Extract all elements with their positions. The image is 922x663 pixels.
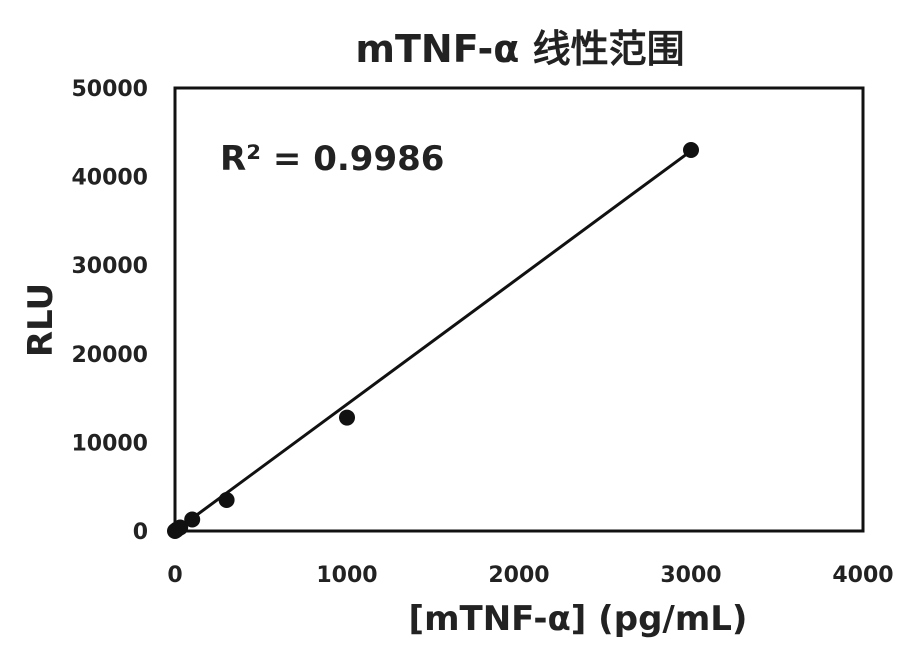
x-axis-title: [mTNF-α] (pg/mL) [409,599,748,639]
y-tick-label: 20000 [71,343,148,368]
chart-title: mTNF-α 线性范围 [355,27,684,71]
y-tick-label: 40000 [71,166,148,191]
x-tick-label: 2000 [488,563,549,588]
y-tick-label: 50000 [71,77,148,102]
trendline [174,149,692,533]
y-tick-label: 0 [133,520,148,545]
x-tick-label: 4000 [832,563,893,588]
y-tick-label: 30000 [71,254,148,279]
data-point [218,491,235,508]
x-tick-label: 3000 [660,563,721,588]
y-axis-title: RLU [21,283,61,357]
data-point [172,519,189,536]
x-tick-label: 0 [167,563,182,588]
y-tick-label: 10000 [71,431,148,456]
data-point [184,511,201,528]
data-point [339,409,355,426]
data-point [683,142,699,159]
r-squared-annotation: R² = 0.9986 [220,139,444,179]
x-tick-labels: 0 1000 2000 3000 4000 [167,563,893,588]
plot-area [173,86,865,533]
x-tick-label: 1000 [316,563,377,588]
data-points [167,142,699,539]
y-tick-labels: 0 10000 20000 30000 40000 50000 [71,77,148,545]
